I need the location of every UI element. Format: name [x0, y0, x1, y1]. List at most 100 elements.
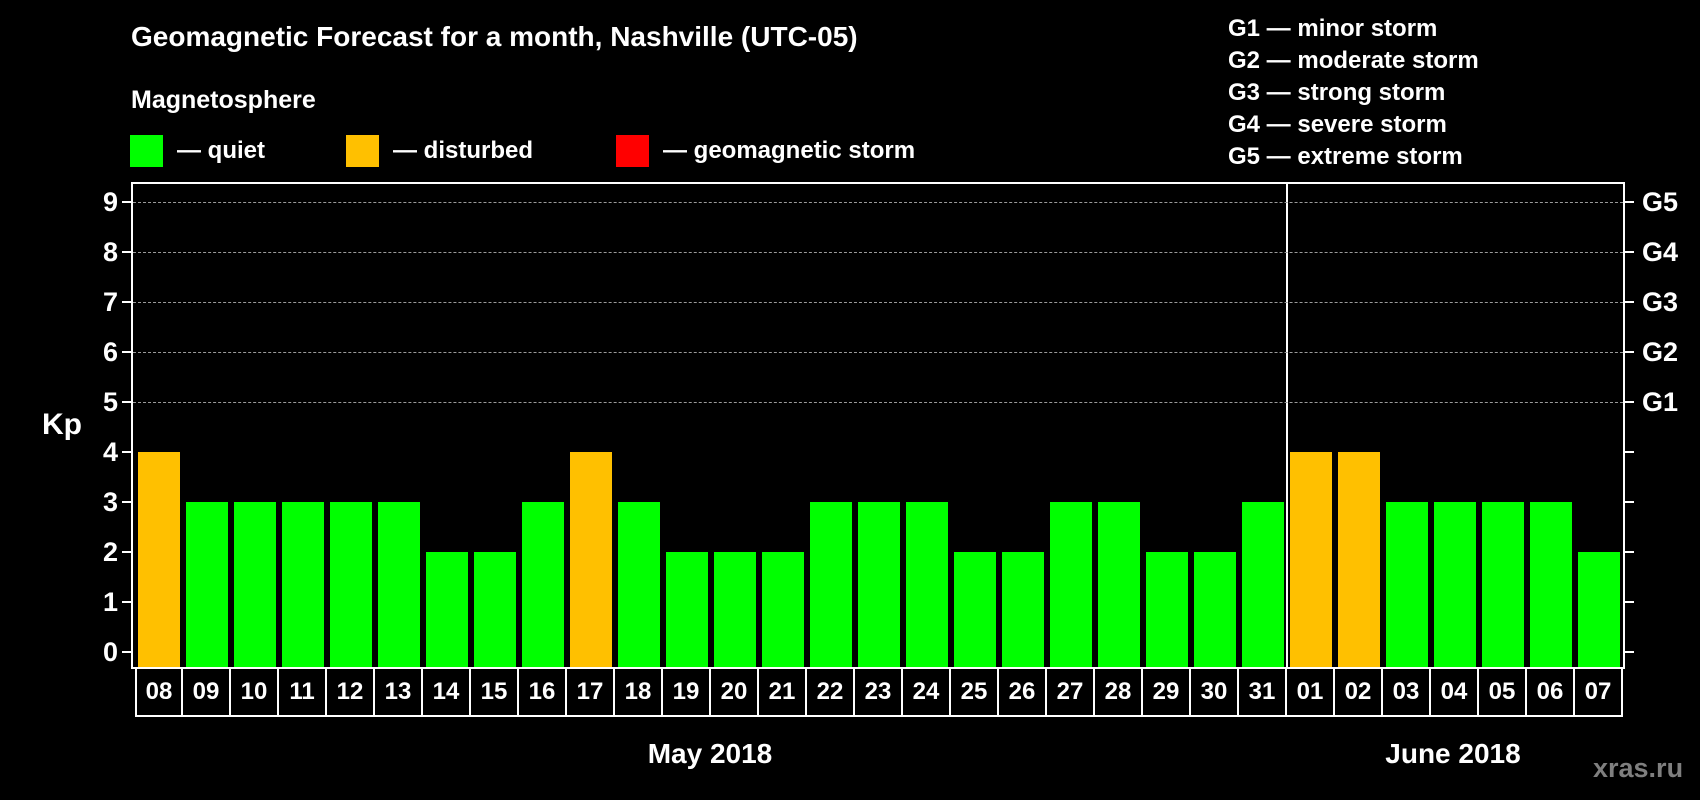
y-tick-right	[1625, 301, 1634, 303]
storm-level-label: G5	[1642, 187, 1679, 217]
date-label: 13	[375, 667, 423, 717]
date-label: 10	[231, 667, 279, 717]
storm-level-label: G2	[1642, 337, 1679, 367]
y-tick-right	[1625, 501, 1634, 503]
watermark: xras.ru	[1593, 753, 1684, 783]
kp-bar	[1290, 452, 1332, 667]
kp-bar	[522, 502, 564, 667]
date-label: 26	[999, 667, 1047, 717]
legend-item-disturbed: — disturbed	[346, 135, 533, 167]
date-label: 17	[567, 667, 615, 717]
y-tick-right	[1625, 251, 1634, 253]
date-label: 19	[663, 667, 711, 717]
disturbed-swatch-icon	[346, 135, 379, 167]
storm-scale-legend: G1 — minor storm G2 — moderate storm G3 …	[1228, 13, 1479, 173]
date-label: 02	[1335, 667, 1383, 717]
storm-scale-g1: G1 — minor storm	[1228, 15, 1438, 42]
date-label: 18	[615, 667, 663, 717]
storm-scale-g5: G5 — extreme storm	[1228, 143, 1463, 170]
kp-bar	[378, 502, 420, 667]
date-label: 28	[1095, 667, 1143, 717]
date-label: 20	[711, 667, 759, 717]
kp-bar	[138, 452, 180, 667]
y-tick-right	[1625, 451, 1634, 453]
kp-bar	[1578, 552, 1620, 667]
kp-bar	[954, 552, 996, 667]
y-tick-left	[122, 301, 131, 303]
kp-bar	[1002, 552, 1044, 667]
y-tick-right	[1625, 651, 1634, 653]
y-tick-right	[1625, 201, 1634, 203]
y-tick-left	[122, 451, 131, 453]
storm-level-label: G4	[1642, 237, 1679, 267]
month-label-may: May 2018	[647, 738, 773, 769]
kp-bar	[618, 502, 660, 667]
legend-label: — quiet	[177, 137, 265, 164]
date-label: 24	[903, 667, 951, 717]
y-tick-right	[1625, 601, 1634, 603]
date-label: 01	[1287, 667, 1335, 717]
storm-scale-g3: G3 — strong storm	[1228, 79, 1446, 106]
storm-level-label: G3	[1642, 287, 1679, 317]
kp-bar	[234, 502, 276, 667]
date-label: 27	[1047, 667, 1095, 717]
date-label: 07	[1575, 667, 1623, 717]
y-tick-label: 8	[102, 237, 118, 267]
date-label: 12	[327, 667, 375, 717]
kp-bar	[1530, 502, 1572, 667]
kp-bar	[186, 502, 228, 667]
y-tick-label: 6	[102, 337, 118, 367]
kp-bar	[1386, 502, 1428, 667]
legend-label: — disturbed	[393, 137, 534, 164]
kp-bar	[1338, 452, 1380, 667]
date-label: 09	[183, 667, 231, 717]
y-tick-left	[122, 601, 131, 603]
y-tick-left	[122, 351, 131, 353]
y-tick-label: 0	[102, 637, 118, 667]
y-tick-label: 9	[102, 187, 118, 217]
kp-bar	[570, 452, 612, 667]
date-label: 06	[1527, 667, 1575, 717]
quiet-swatch-icon	[130, 135, 163, 167]
y-tick-right	[1625, 351, 1634, 353]
legend-heading: Magnetosphere	[131, 86, 316, 114]
plot-area	[131, 182, 1625, 668]
date-label: 08	[135, 667, 183, 717]
kp-bar	[714, 552, 756, 667]
date-label: 16	[519, 667, 567, 717]
kp-bar	[282, 502, 324, 667]
y-tick-left	[122, 551, 131, 553]
kp-bar	[666, 552, 708, 667]
legend-item-storm: — geomagnetic storm	[616, 135, 915, 167]
y-tick-label: 2	[102, 537, 118, 567]
y-tick-right	[1625, 551, 1634, 553]
y-tick-label: 1	[102, 587, 118, 617]
date-label: 14	[423, 667, 471, 717]
date-label: 03	[1383, 667, 1431, 717]
y-tick-left	[122, 401, 131, 403]
y-tick-label: 3	[102, 487, 118, 517]
storm-swatch-icon	[616, 135, 649, 167]
y-tick-label: 4	[102, 437, 118, 467]
kp-bar	[330, 502, 372, 667]
date-label: 29	[1143, 667, 1191, 717]
month-divider	[1286, 182, 1288, 668]
kp-bar	[1050, 502, 1092, 667]
y-tick-left	[122, 251, 131, 253]
date-label: 04	[1431, 667, 1479, 717]
kp-bar	[1434, 502, 1476, 667]
legend-item-quiet: — quiet	[130, 135, 265, 167]
y-tick-left	[122, 201, 131, 203]
gridline	[133, 202, 1623, 203]
kp-bar	[858, 502, 900, 667]
storm-level-label: G1	[1642, 387, 1679, 417]
kp-bar	[762, 552, 804, 667]
gridline	[133, 352, 1623, 353]
date-label: 05	[1479, 667, 1527, 717]
legend-label: — geomagnetic storm	[663, 137, 916, 164]
kp-bar	[1242, 502, 1284, 667]
date-label: 30	[1191, 667, 1239, 717]
date-label: 22	[807, 667, 855, 717]
kp-bar	[906, 502, 948, 667]
chart-title: Geomagnetic Forecast for a month, Nashvi…	[131, 21, 858, 52]
